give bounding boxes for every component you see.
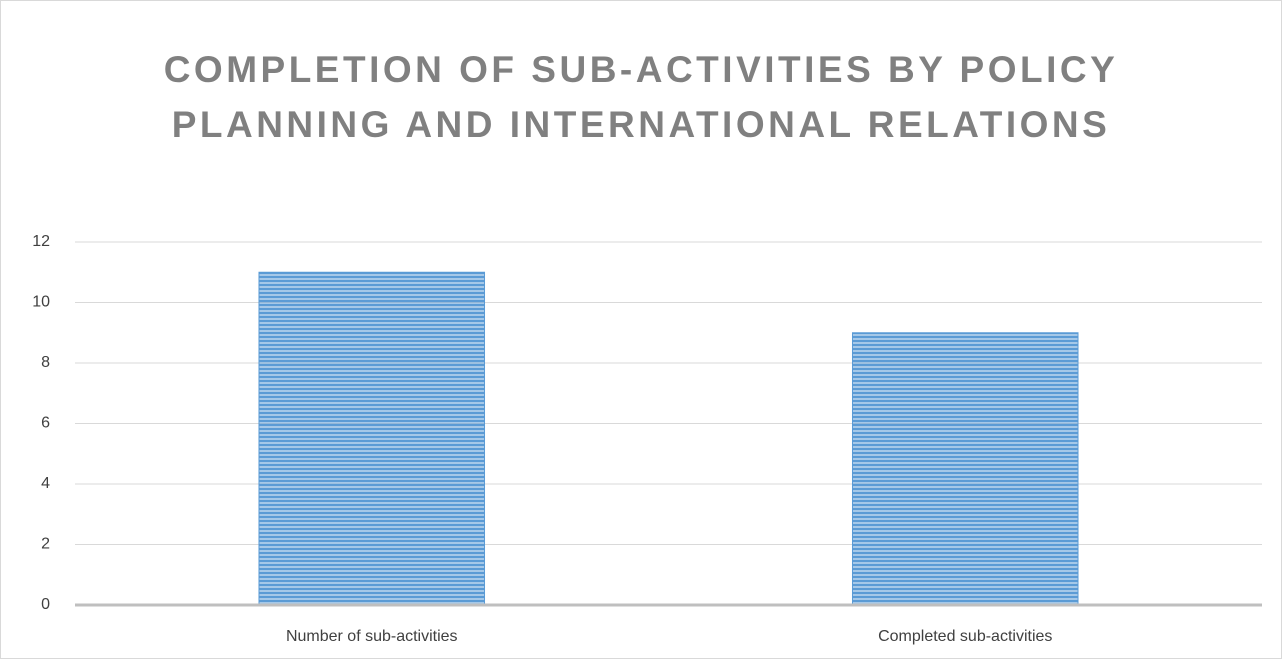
bar [851, 332, 1079, 606]
y-tick-label: 4 [41, 475, 50, 492]
y-tick-label: 8 [41, 354, 50, 371]
x-tick-label: Number of sub-activities [286, 628, 458, 645]
y-tick-label: 12 [32, 233, 50, 250]
y-tick-label: 6 [41, 415, 50, 432]
y-tick-label: 10 [32, 294, 50, 311]
y-tick-label: 0 [41, 596, 50, 613]
y-tick-label: 2 [41, 536, 50, 553]
chart-title: COMPLETION OF SUB-ACTIVITIES BY POLICY P… [163, 49, 1119, 145]
bar [258, 271, 486, 606]
x-tick-label: Completed sub-activities [878, 628, 1052, 645]
